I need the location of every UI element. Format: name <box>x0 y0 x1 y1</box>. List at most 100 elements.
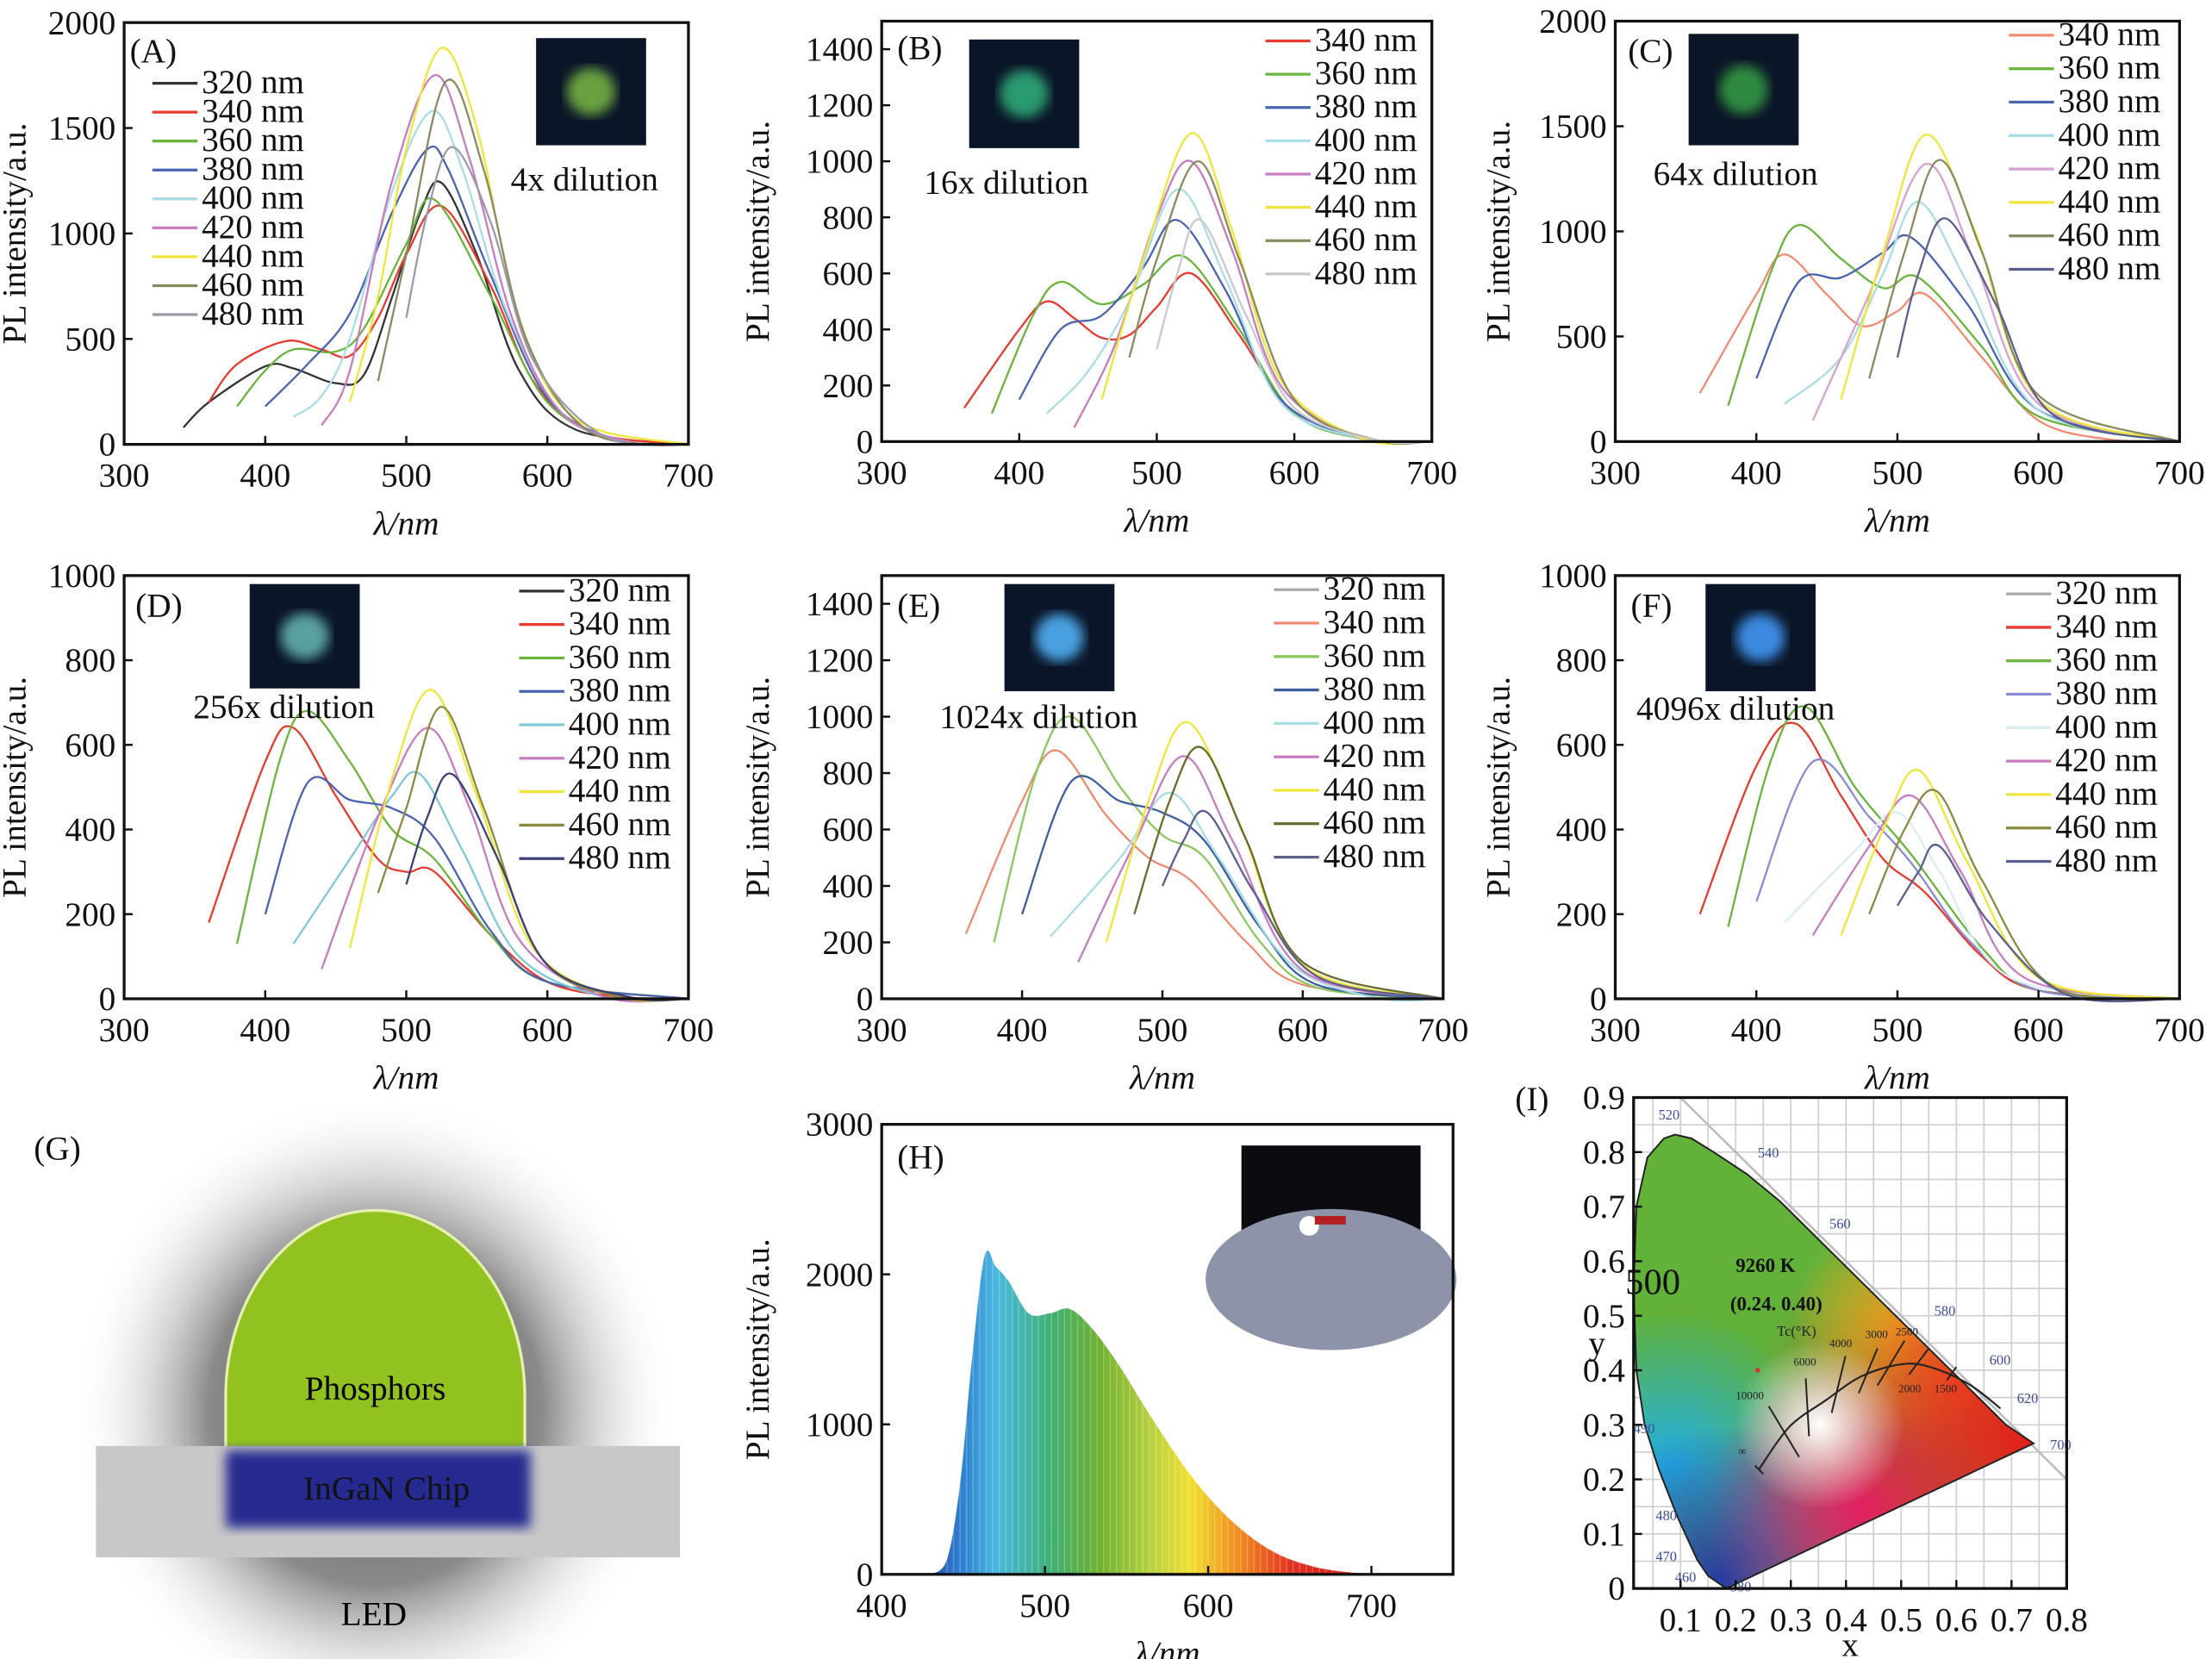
y-tick-label: 1200 <box>806 87 874 124</box>
legend-label: 460 nm <box>2059 216 2161 253</box>
y-tick-label: 400 <box>65 812 115 849</box>
x-tick-label: 500 <box>1131 454 1182 491</box>
cct-label: 2000 <box>1898 1381 1922 1394</box>
legend-label: 320 nm <box>202 64 304 101</box>
wavelength-label: 480 <box>1655 1507 1677 1524</box>
x-tick-label: 700 <box>1346 1587 1397 1625</box>
legend-label: 340 nm <box>2055 608 2158 645</box>
x-tick-label: 600 <box>1183 1587 1234 1625</box>
x-tick-label: 500 <box>1137 1012 1188 1049</box>
y-tick-label: 1000 <box>806 1406 874 1444</box>
y-tick-label: 1500 <box>1539 109 1607 146</box>
phosphors-label: Phosphors <box>305 1370 446 1407</box>
y-tick-label: 0 <box>1608 1570 1625 1607</box>
diagonal-line <box>1679 1096 2068 1481</box>
legend-label: 400 nm <box>2055 708 2158 745</box>
legend-label: 340 nm <box>569 605 671 642</box>
wavelength-label: 490 <box>1634 1420 1655 1437</box>
wavelength-label: 560 <box>1829 1215 1851 1232</box>
inset-surface <box>1206 1208 1457 1350</box>
series-line-420-nm <box>321 727 689 1003</box>
series-line-460-nm <box>1868 789 2180 1001</box>
series-line-360-nm <box>236 196 689 446</box>
series-line-400-nm <box>292 770 689 1001</box>
x-tick-label: 0.6 <box>1935 1601 1978 1638</box>
x-tick-label: 500 <box>381 458 432 495</box>
x-tick-label: 500 <box>1019 1587 1070 1625</box>
y-axis-label: y <box>1588 1325 1605 1362</box>
x-tick-label: 300 <box>857 454 907 491</box>
y-tick-label: 400 <box>822 311 873 348</box>
series-line-420-nm <box>1077 755 1443 1001</box>
x-tick-label: 400 <box>857 1587 907 1625</box>
x-axis-label: λ/nm <box>373 505 439 542</box>
legend-label: 380 nm <box>2059 83 2161 120</box>
wavelength-label: 580 <box>1935 1303 1956 1319</box>
wavelength-label: 470 <box>1655 1549 1677 1565</box>
legend-label: 460 nm <box>2055 808 2158 845</box>
x-tick-label: 0.8 <box>2046 1601 2088 1638</box>
y-axis-label: PL intensity/a.u. <box>0 122 33 344</box>
y-tick-label: 0.3 <box>1583 1406 1625 1444</box>
legend-label: 420 nm <box>2055 742 2158 779</box>
y-tick-label: 200 <box>822 367 873 404</box>
x-axis-label: λ/nm <box>1864 502 1930 539</box>
dilution-label: 4x dilution <box>511 161 659 198</box>
legend-label: 420 nm <box>202 209 304 246</box>
series-line-460-nm <box>1868 159 2180 443</box>
y-tick-label: 0.2 <box>1583 1462 1625 1499</box>
y-tick-label: 2000 <box>806 1257 874 1294</box>
series-line-340-nm <box>963 271 1432 443</box>
dilution-label: 256x dilution <box>193 689 375 726</box>
panel-label-b: (B) <box>897 30 942 67</box>
isotherm-line <box>1876 1340 1905 1387</box>
series-line-440-nm <box>1840 769 2180 1001</box>
y-tick-label: 600 <box>822 255 873 292</box>
y-tick-label: 400 <box>822 868 873 905</box>
x-tick-label: 0.7 <box>1991 1601 2033 1638</box>
panel-label-i: (I) <box>1515 1081 1548 1118</box>
cct-label: 10000 <box>1735 1389 1764 1402</box>
y-tick-label: 3000 <box>806 1107 874 1144</box>
panel-i: 5205405605806006207004904804704603805001… <box>1515 1080 2088 1659</box>
y-tick-label: 400 <box>1556 812 1607 849</box>
x-tick-label: 300 <box>99 458 150 495</box>
data-point <box>1755 1368 1760 1373</box>
x-tick-label: 500 <box>381 1012 432 1049</box>
x-tick-label: 0.5 <box>1880 1601 1922 1638</box>
y-tick-label: 2000 <box>1539 3 1607 41</box>
wavelength-label: 520 <box>1659 1107 1680 1123</box>
series-line-400-nm <box>1045 188 1432 444</box>
y-tick-label: 0 <box>857 423 874 460</box>
planckian-locus <box>1758 1363 2002 1470</box>
legend-label: 360 nm <box>2055 641 2158 678</box>
wavelength-label: 700 <box>2050 1437 2072 1453</box>
x-tick-label: 0.3 <box>1770 1601 1812 1638</box>
y-tick-label: 200 <box>822 925 873 962</box>
x-tick-label: 700 <box>663 1012 713 1049</box>
legend-label: 440 nm <box>569 772 671 809</box>
legend-label: 380 nm <box>1324 670 1426 708</box>
y-tick-label: 1000 <box>1539 558 1607 595</box>
series-line-480-nm <box>405 146 689 446</box>
y-tick-label: 1000 <box>48 215 116 253</box>
legend-label: 460 nm <box>1324 804 1426 841</box>
legend-label: 360 nm <box>1324 637 1426 674</box>
y-tick-label: 800 <box>822 199 873 236</box>
x-tick-label: 600 <box>1277 1012 1328 1049</box>
legend-label: 480 nm <box>1324 838 1426 875</box>
legend-label: 340 nm <box>202 93 304 130</box>
isotherm-line <box>1946 1366 1958 1381</box>
panel-h: (H) 400 500 600 700 0 1000 2000 3000 λ/nm PL inten… <box>739 1107 1457 1659</box>
y-tick-label: 0.6 <box>1583 1243 1625 1280</box>
legend-label: 440 nm <box>202 237 304 274</box>
x-tick-label: 400 <box>1731 1012 1782 1049</box>
y-axis-label: PL intensity/a.u. <box>739 677 776 898</box>
inset-sample <box>566 68 616 115</box>
legend-label: 400 nm <box>1324 704 1426 741</box>
legend-label: 440 nm <box>1324 770 1426 808</box>
y-tick-label: 500 <box>65 321 115 358</box>
